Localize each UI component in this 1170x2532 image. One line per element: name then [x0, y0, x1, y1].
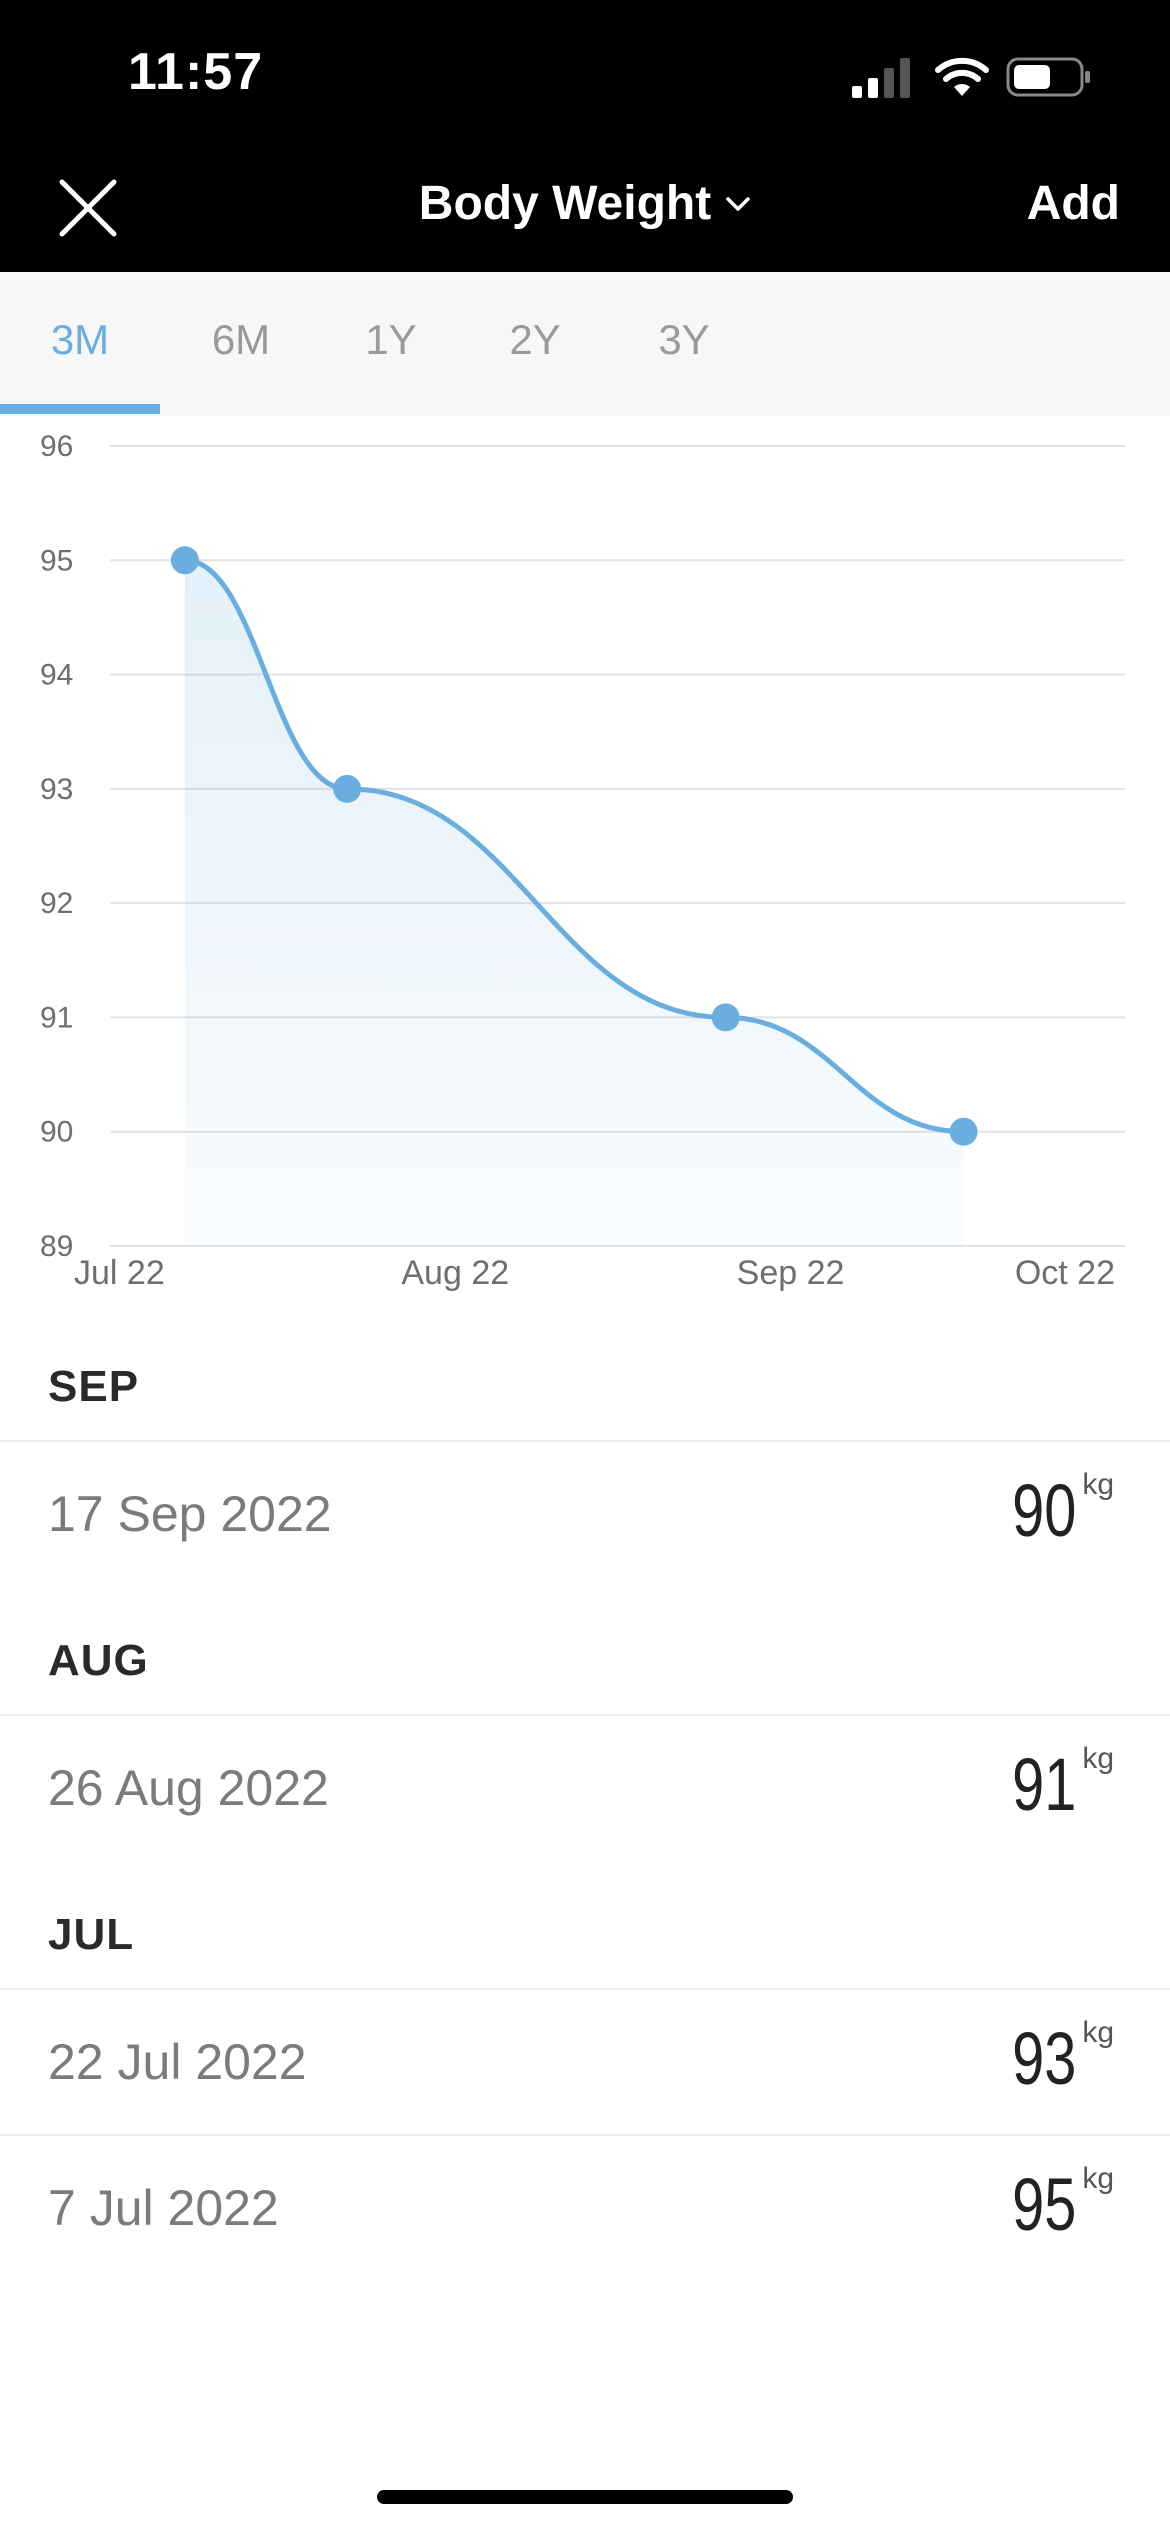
- y-tick-label: 93: [40, 773, 73, 806]
- entry-row[interactable]: 7 Jul 2022 95 kg: [0, 2134, 1170, 2280]
- entry-unit: kg: [1082, 1742, 1114, 1775]
- tab-3m[interactable]: 3M: [50, 316, 110, 363]
- wifi-icon: [935, 57, 989, 96]
- range-tabs: 3M 6M 1Y 2Y 3Y: [0, 272, 1170, 416]
- y-tick-label: 90: [40, 1116, 73, 1149]
- metric-selector: Body Weight: [0, 176, 1170, 231]
- entry-unit: kg: [1082, 2162, 1114, 2195]
- month-header-sep: SEP: [48, 1362, 140, 1411]
- entry-weight: 93: [1012, 2017, 1077, 2100]
- data-point: [170, 546, 199, 575]
- x-tick-label: Sep 22: [737, 1254, 845, 1292]
- y-tick-label: 89: [40, 1230, 73, 1263]
- active-tab-indicator: [0, 404, 160, 414]
- x-tick-label: Aug 22: [401, 1254, 509, 1292]
- battery-icon: [1006, 57, 1090, 97]
- entry-date: 7 Jul 2022: [48, 2180, 279, 2236]
- entry-row[interactable]: 17 Sep 2022 90 kg: [0, 1440, 1170, 1586]
- entry-row[interactable]: 22 Jul 2022 93 kg: [0, 1988, 1170, 2134]
- entry-row[interactable]: 26 Aug 2022 91 kg: [0, 1714, 1170, 1860]
- series-line: [182, 557, 967, 1135]
- entry-unit: kg: [1082, 2016, 1114, 2049]
- y-tick-label: 91: [40, 1001, 73, 1034]
- x-tick-label: Jul 22: [74, 1254, 165, 1292]
- weight-chart: 96 95 94 93 92 91 90 89 Jul 22 Aug 22 Sep 22 Oct 2…: [40, 430, 1125, 1292]
- data-point: [711, 1003, 740, 1032]
- close-icon[interactable]: [56, 176, 120, 240]
- y-tick-label: 92: [40, 887, 73, 920]
- tab-6m[interactable]: 6M: [211, 316, 271, 363]
- tab-1y[interactable]: 1Y: [365, 316, 417, 363]
- page-title: Body Weight: [418, 177, 712, 230]
- y-tick-label: 96: [40, 430, 73, 463]
- x-tick-label: Oct 22: [1015, 1254, 1115, 1292]
- home-indicator: [377, 2490, 793, 2504]
- chevron-down-icon: [726, 196, 750, 211]
- metric-dropdown[interactable]: Body Weight: [419, 176, 751, 231]
- entry-value: 95 kg: [994, 2160, 1114, 2250]
- data-point: [333, 774, 362, 803]
- entry-date: 17 Sep 2022: [48, 1486, 332, 1542]
- y-tick-label: 94: [40, 659, 73, 692]
- entries-list: SEP 17 Sep 2022 90 kg AUG 26 Aug 2022 91…: [0, 1312, 1170, 2280]
- status-time: 11:57: [128, 43, 264, 101]
- entry-unit: kg: [1082, 1468, 1114, 1501]
- entry-date: 26 Aug 2022: [48, 1760, 329, 1816]
- series-area: [184, 560, 964, 1246]
- entry-weight: 95: [1012, 2163, 1077, 2246]
- entry-value: 91 kg: [994, 1740, 1114, 1830]
- tab-2y[interactable]: 2Y: [509, 316, 561, 363]
- entry-weight: 90: [1012, 1469, 1077, 1552]
- entry-value: 93 kg: [994, 2014, 1114, 2104]
- entry-weight: 91: [1012, 1743, 1077, 1826]
- entry-date: 22 Jul 2022: [48, 2034, 307, 2090]
- entry-value: 90 kg: [994, 1466, 1114, 1556]
- tab-3y[interactable]: 3Y: [658, 316, 710, 363]
- top-bar: 11:57 Body Weight Add: [0, 0, 1170, 272]
- cellular-signal-icon: [852, 58, 910, 98]
- y-tick-label: 95: [40, 544, 73, 577]
- month-header-jul: JUL: [48, 1910, 135, 1959]
- add-button[interactable]: Add: [1026, 177, 1120, 230]
- data-point: [949, 1117, 978, 1146]
- month-header-aug: AUG: [48, 1636, 149, 1685]
